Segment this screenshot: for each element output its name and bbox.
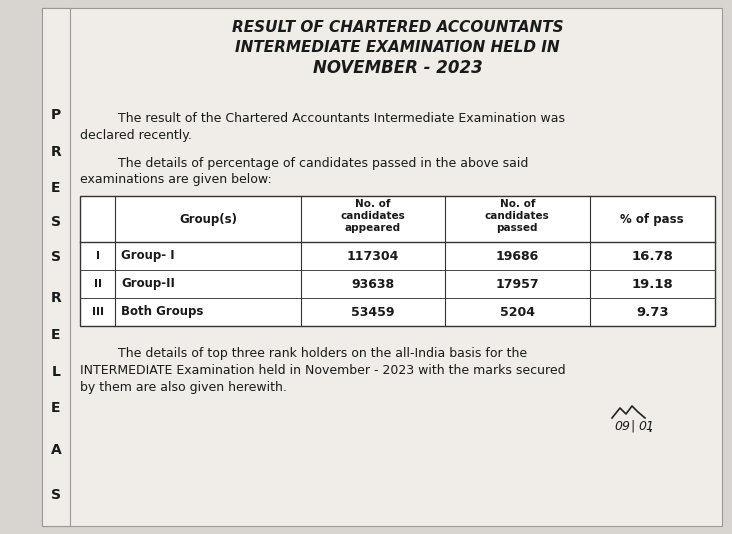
Text: E: E	[51, 181, 61, 195]
Text: R: R	[51, 291, 61, 305]
Text: INTERMEDIATE EXAMINATION HELD IN: INTERMEDIATE EXAMINATION HELD IN	[235, 41, 560, 56]
Text: S: S	[51, 488, 61, 502]
Text: II: II	[94, 279, 102, 289]
Text: declared recently.: declared recently.	[80, 130, 192, 143]
Text: examinations are given below:: examinations are given below:	[80, 174, 272, 186]
Text: III: III	[92, 307, 103, 317]
Text: The details of top three rank holders on the all-India basis for the: The details of top three rank holders on…	[118, 348, 527, 360]
Text: No. of
candidates
passed: No. of candidates passed	[485, 199, 550, 233]
Text: by them are also given herewith.: by them are also given herewith.	[80, 381, 287, 395]
Text: P: P	[51, 108, 61, 122]
Text: % of pass: % of pass	[621, 213, 684, 225]
Text: 19686: 19686	[496, 249, 539, 263]
Text: NOVEMBER - 2023: NOVEMBER - 2023	[313, 59, 482, 77]
Text: 16.78: 16.78	[631, 249, 673, 263]
Text: Group-II: Group-II	[121, 278, 175, 290]
Text: 9.73: 9.73	[636, 305, 668, 318]
Text: L: L	[51, 365, 61, 379]
Bar	[42, 8, 70, 526]
Text: R: R	[51, 145, 61, 159]
Text: INTERMEDIATE Examination held in November - 2023 with the marks secured: INTERMEDIATE Examination held in Novembe…	[80, 365, 566, 378]
Text: No. of
candidates
appeared: No. of candidates appeared	[340, 199, 406, 233]
Text: 5204: 5204	[500, 305, 535, 318]
Text: E: E	[51, 328, 61, 342]
Text: Group(s): Group(s)	[179, 213, 237, 225]
Bar	[80, 196, 715, 326]
Text: The result of the Chartered Accountants Intermediate Examination was: The result of the Chartered Accountants …	[118, 112, 565, 124]
Text: 117304: 117304	[347, 249, 399, 263]
Text: 09: 09	[614, 420, 630, 433]
Text: S: S	[51, 250, 61, 264]
Text: 53459: 53459	[351, 305, 395, 318]
Text: 93638: 93638	[351, 278, 395, 290]
Text: E: E	[51, 401, 61, 415]
Text: 19.18: 19.18	[632, 278, 673, 290]
Text: I: I	[96, 251, 100, 261]
Text: Both Groups: Both Groups	[121, 305, 203, 318]
Text: The details of percentage of candidates passed in the above said: The details of percentage of candidates …	[118, 156, 529, 169]
Text: Group- I: Group- I	[121, 249, 175, 263]
Text: 01: 01	[638, 420, 654, 433]
Text: RESULT OF CHARTERED ACCOUNTANTS: RESULT OF CHARTERED ACCOUNTANTS	[232, 20, 564, 35]
Text: S: S	[51, 215, 61, 229]
Text: A: A	[51, 443, 61, 457]
Text: |: |	[630, 420, 634, 433]
Text: 17957: 17957	[496, 278, 539, 290]
Text: .: .	[648, 420, 652, 436]
